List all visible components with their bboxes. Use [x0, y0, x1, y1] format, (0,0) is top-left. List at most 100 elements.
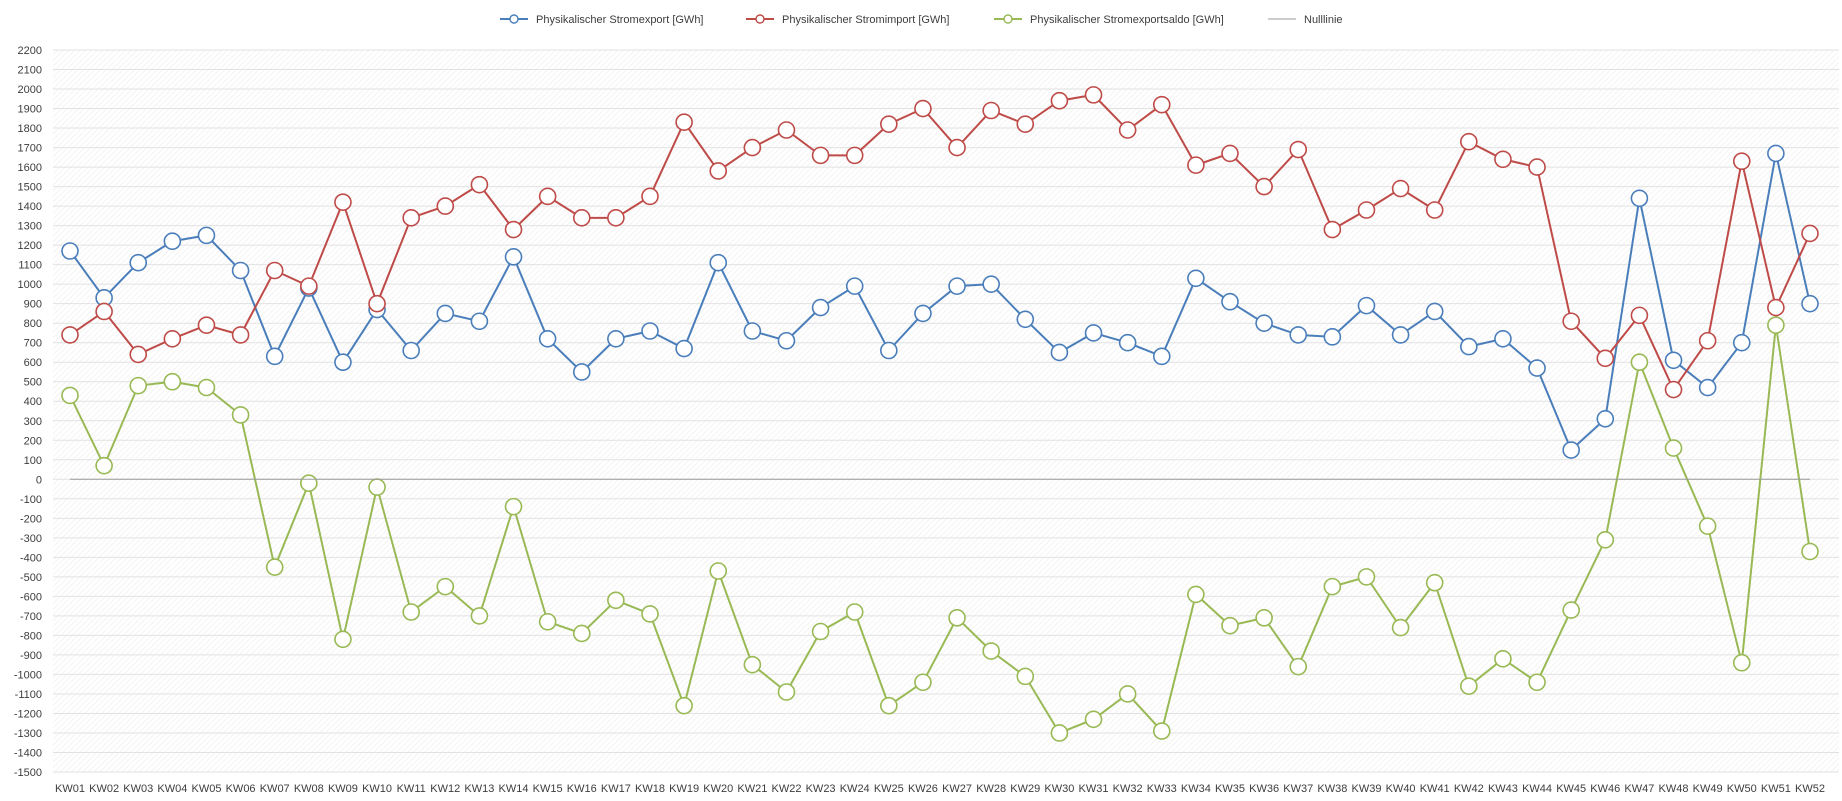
- x-tick-label: KW47: [1624, 783, 1654, 795]
- x-tick-label: KW43: [1488, 783, 1518, 795]
- data-point: [1732, 152, 1751, 171]
- data-point: [1255, 314, 1273, 332]
- x-tick-label: KW22: [771, 783, 801, 795]
- x-tick-label: KW14: [499, 783, 529, 795]
- legend-label: Physikalischer Stromimport [GWh]: [782, 14, 949, 26]
- x-tick-label: KW15: [533, 783, 563, 795]
- x-tick-label: KW29: [1010, 783, 1040, 795]
- x-tick-label: KW12: [430, 783, 460, 795]
- data-point: [1289, 657, 1308, 676]
- x-tick-label: KW16: [567, 783, 597, 795]
- data-point: [675, 696, 693, 715]
- y-tick-label: 1300: [18, 221, 42, 233]
- y-tick-label: -400: [20, 552, 42, 564]
- x-tick-label: KW03: [123, 783, 153, 795]
- x-tick-label: KW07: [260, 783, 290, 795]
- x-tick-label: KW18: [635, 783, 665, 795]
- data-point: [1630, 306, 1649, 325]
- x-tick-label: KW45: [1556, 783, 1586, 795]
- data-point: [1732, 333, 1751, 352]
- data-point: [607, 329, 625, 348]
- data-point: [1118, 121, 1137, 139]
- data-point: [1460, 132, 1478, 151]
- y-tick-label: 700: [24, 338, 42, 350]
- data-point: [914, 99, 932, 118]
- data-point: [1596, 410, 1615, 428]
- data-point: [129, 253, 148, 272]
- x-tick-label: KW41: [1420, 783, 1450, 795]
- data-point: [845, 277, 864, 295]
- x-tick-label: KW25: [874, 783, 904, 795]
- legend-label: Physikalischer Stromexport [GWh]: [536, 14, 704, 26]
- data-point: [1801, 294, 1819, 313]
- data-point: [163, 232, 182, 251]
- data-point: [948, 609, 966, 627]
- data-point: [300, 277, 318, 295]
- data-point: [1698, 517, 1717, 535]
- y-tick-label: -300: [20, 533, 42, 545]
- data-point: [300, 474, 318, 493]
- data-point: [1562, 601, 1580, 619]
- x-tick-label: KW28: [976, 783, 1006, 795]
- data-point: [572, 209, 591, 227]
- data-point: [982, 101, 1000, 120]
- data-point: [743, 138, 762, 157]
- data-point: [265, 261, 284, 280]
- data-point: [914, 673, 932, 692]
- data-point: [61, 326, 79, 344]
- x-tick-label: KW06: [226, 783, 256, 795]
- series-3: [61, 316, 1819, 742]
- data-point: [1596, 530, 1615, 549]
- data-point: [1221, 144, 1239, 163]
- data-point: [95, 302, 113, 321]
- data-point: [607, 591, 625, 610]
- data-point: [1357, 201, 1376, 219]
- data-point: [1289, 326, 1308, 344]
- data-point: [231, 261, 250, 280]
- x-tick-label: KW05: [191, 783, 221, 795]
- data-point: [1187, 585, 1205, 604]
- data-point: [334, 193, 352, 212]
- data-point: [1494, 650, 1512, 668]
- data-point: [470, 312, 489, 331]
- data-point: [641, 322, 659, 340]
- data-point: [948, 138, 966, 157]
- data-point: [948, 277, 966, 295]
- data-point: [538, 612, 557, 631]
- data-point: [265, 558, 284, 576]
- x-tick-label: KW49: [1693, 783, 1723, 795]
- data-point: [1289, 140, 1308, 159]
- data-point: [1187, 269, 1205, 288]
- data-point: [1698, 378, 1717, 397]
- data-point: [845, 146, 864, 165]
- data-point: [1152, 722, 1171, 740]
- data-point: [743, 322, 762, 340]
- y-axis: -1500-1400-1300-1200-1100-1000-900-800-7…: [14, 45, 42, 779]
- data-point: [1323, 220, 1342, 239]
- legend-item: Physikalischer Stromexportsaldo [GWh]: [994, 14, 1224, 26]
- data-point: [1357, 568, 1376, 586]
- data-point: [368, 294, 386, 313]
- x-tick-label: KW09: [328, 783, 358, 795]
- data-point: [436, 577, 455, 596]
- legend-swatch-marker: [1003, 14, 1013, 24]
- y-tick-label: 2200: [18, 45, 42, 57]
- data-point: [1152, 95, 1171, 114]
- x-tick-label: KW39: [1351, 783, 1381, 795]
- data-point: [436, 304, 455, 323]
- y-tick-label: 1600: [18, 162, 42, 174]
- data-point: [607, 209, 625, 227]
- data-point: [1562, 441, 1580, 459]
- data-point: [1528, 158, 1546, 176]
- data-point: [1801, 542, 1819, 561]
- y-tick-label: -1100: [15, 689, 42, 701]
- x-tick-label: KW04: [157, 783, 187, 795]
- legend-label: Physikalischer Stromexportsaldo [GWh]: [1030, 14, 1224, 26]
- x-tick-label: KW52: [1795, 783, 1825, 795]
- data-point: [1016, 667, 1035, 686]
- data-point: [1255, 177, 1273, 196]
- data-point: [1221, 292, 1239, 311]
- data-point: [95, 456, 113, 475]
- y-tick-label: -500: [20, 572, 42, 584]
- data-point: [1630, 353, 1649, 372]
